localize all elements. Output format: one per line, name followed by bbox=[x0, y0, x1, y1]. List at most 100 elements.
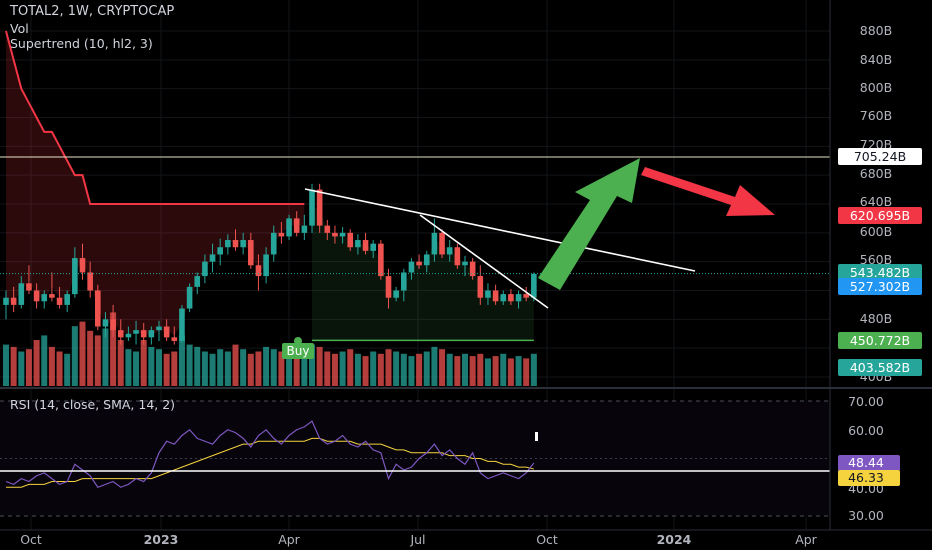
volume-bars bbox=[3, 312, 537, 386]
rsi-badge-text: 48.44 bbox=[848, 455, 884, 470]
candle-body bbox=[10, 297, 17, 305]
candle-body bbox=[309, 189, 315, 226]
candle-body bbox=[72, 258, 78, 295]
price-tick: 880B bbox=[860, 23, 892, 38]
volume-bar bbox=[439, 349, 446, 386]
volume-bar bbox=[347, 349, 354, 386]
candle-body bbox=[423, 254, 430, 266]
candle-body bbox=[18, 283, 25, 305]
price-tick: 760B bbox=[860, 108, 892, 123]
volume-bar bbox=[331, 353, 338, 386]
trendline-upper[interactable] bbox=[304, 188, 696, 272]
volume-bar bbox=[201, 351, 208, 386]
price-tick: 680B bbox=[860, 166, 892, 181]
volume-bar bbox=[18, 351, 25, 386]
time-tick: Jul bbox=[409, 532, 425, 547]
volume-bar bbox=[309, 344, 315, 386]
price-tick: 600B bbox=[860, 224, 892, 239]
volume-bar bbox=[484, 358, 491, 386]
candle-body bbox=[454, 247, 461, 266]
hline-badge-text: 705.24B bbox=[854, 149, 906, 164]
volume-bar bbox=[324, 351, 331, 386]
candle-body bbox=[293, 218, 300, 233]
candle-body bbox=[41, 294, 48, 302]
volume-bar bbox=[224, 351, 231, 386]
candle-body bbox=[102, 319, 109, 327]
candle-body bbox=[163, 326, 170, 338]
last-price-badge-text: 543.482B bbox=[850, 265, 910, 280]
candle-body bbox=[332, 232, 338, 237]
volume-bar bbox=[171, 351, 178, 386]
supertrend-fill-green bbox=[312, 208, 534, 341]
ema-badge bbox=[838, 278, 922, 295]
volume-bar bbox=[209, 353, 216, 386]
volume-bar bbox=[416, 353, 423, 386]
candle-body bbox=[408, 261, 415, 273]
volume-bar bbox=[523, 358, 530, 386]
volume-bar bbox=[10, 346, 17, 386]
volume-bar bbox=[3, 344, 9, 386]
candle-body bbox=[225, 240, 231, 248]
candle-body bbox=[263, 254, 269, 277]
candle-body bbox=[286, 218, 292, 237]
volume-bar bbox=[507, 358, 514, 386]
volume-bar bbox=[178, 335, 185, 386]
volume-bar bbox=[64, 353, 71, 386]
volume-bar bbox=[354, 353, 361, 386]
rsi-axis[interactable]: 70.00 60.00 40.00 30.00 bbox=[848, 394, 884, 523]
candle-body bbox=[148, 330, 155, 338]
candle-body bbox=[355, 240, 361, 248]
candle-body bbox=[140, 330, 147, 338]
time-axis[interactable]: Oct 2023 Apr Jul Oct 2024 Apr bbox=[20, 532, 817, 547]
supertrend-legend[interactable]: Supertrend (10, hl2, 3) bbox=[10, 36, 153, 51]
volume-badge-text: 403.582B bbox=[850, 360, 910, 375]
volume-bar bbox=[125, 349, 132, 386]
rsi-marker bbox=[535, 432, 538, 441]
candle-body bbox=[370, 243, 376, 251]
candle-body bbox=[462, 261, 468, 266]
candle-body bbox=[217, 247, 223, 255]
volume-bar bbox=[393, 351, 400, 386]
candle-body bbox=[171, 337, 178, 341]
volume-bar bbox=[370, 351, 377, 386]
supertrend-badge-text: 620.695B bbox=[850, 208, 910, 223]
trendline-lower[interactable] bbox=[419, 214, 549, 309]
time-tick: Oct bbox=[20, 532, 42, 547]
candle-body bbox=[79, 258, 86, 273]
rsi-tick: 60.00 bbox=[848, 423, 884, 438]
volume-bar bbox=[316, 346, 323, 386]
candle-body bbox=[186, 286, 193, 309]
volume-bar bbox=[186, 344, 193, 386]
candle-body bbox=[232, 240, 239, 248]
volume-bar bbox=[400, 353, 407, 386]
price-tick: 840B bbox=[860, 52, 892, 67]
candle-body bbox=[270, 232, 277, 255]
candle-body bbox=[240, 240, 246, 248]
candle-body bbox=[469, 261, 476, 277]
red-arrow-down[interactable] bbox=[641, 167, 775, 216]
volume-bar bbox=[163, 353, 170, 386]
rsi-lines bbox=[5, 420, 535, 488]
green-arrow-up[interactable] bbox=[538, 158, 640, 290]
volume-legend[interactable]: Vol bbox=[10, 21, 29, 36]
candle-body bbox=[508, 294, 514, 302]
time-tick: 2024 bbox=[657, 532, 692, 547]
candle-body bbox=[431, 232, 438, 255]
candle-body bbox=[393, 290, 399, 298]
candles[interactable] bbox=[3, 183, 537, 345]
candle-body bbox=[202, 261, 208, 277]
candle-body bbox=[133, 330, 139, 334]
candle-body bbox=[3, 297, 9, 305]
price-tick: 480B bbox=[860, 311, 892, 326]
volume-bar bbox=[41, 335, 48, 386]
candle-body bbox=[209, 254, 216, 262]
candle-body bbox=[347, 232, 354, 248]
candle-body bbox=[324, 225, 331, 233]
buy-signal: Buy bbox=[282, 337, 314, 359]
volume-bar bbox=[240, 349, 247, 386]
last-price-badge bbox=[838, 264, 922, 281]
symbol-title[interactable]: TOTAL2, 1W, CRYPTOCAP bbox=[10, 4, 175, 19]
candle-body bbox=[255, 265, 262, 277]
rsi-legend[interactable]: RSI (14, close, SMA, 14, 2) bbox=[10, 397, 176, 412]
